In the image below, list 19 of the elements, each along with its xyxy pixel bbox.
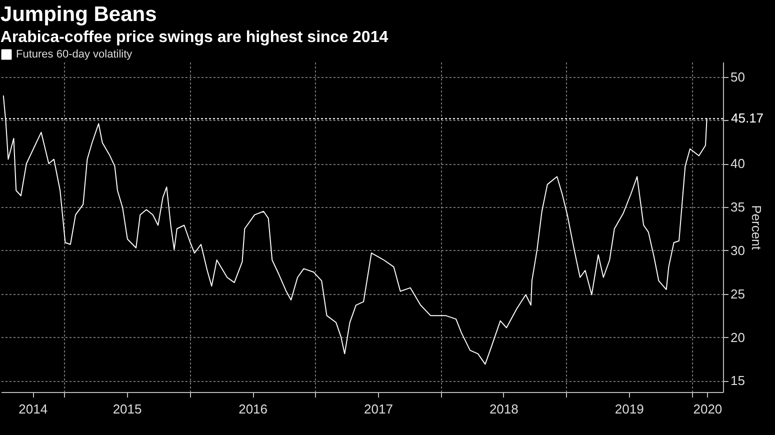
x-tick-label: 2014	[18, 402, 48, 416]
y-axis-title: Percent	[748, 205, 764, 250]
chart-subtitle: Arabica-coffee price swings are highest since 2014	[0, 29, 388, 46]
x-tick-label: 2015	[112, 402, 142, 416]
y-tick-label: 25	[730, 286, 745, 302]
chart-title: Jumping Beans	[0, 3, 157, 26]
legend-label: Futures 60-day volatility	[16, 48, 133, 60]
x-tick-label: 2019	[614, 402, 644, 416]
x-tick-label: 2018	[489, 402, 518, 416]
y-tick-label: 20	[730, 330, 745, 345]
y-tick-label: 35	[730, 200, 745, 215]
y-tick-label: 40	[730, 156, 745, 172]
y-tick-label: 50	[730, 69, 745, 84]
x-tick-label: 2020	[693, 402, 722, 416]
y-tick-label: 15	[730, 373, 745, 388]
x-tick-label: 2017	[364, 402, 393, 416]
ref-line-label: 45.17	[731, 110, 764, 126]
x-tick-label: 2016	[238, 402, 268, 416]
y-tick-label: 30	[730, 242, 745, 258]
